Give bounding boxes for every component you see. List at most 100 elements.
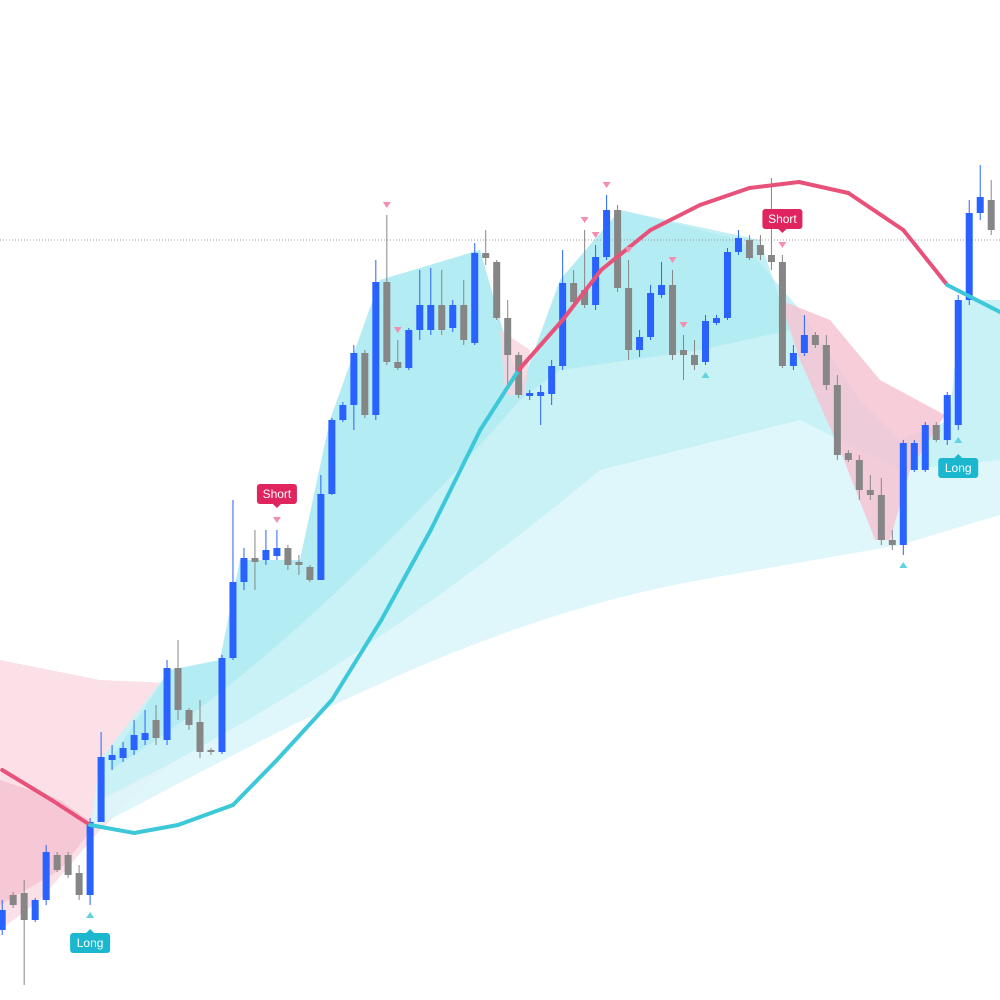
trend-segment xyxy=(428,428,483,532)
trend-segment xyxy=(0,768,54,802)
ribbon-band xyxy=(100,210,1000,800)
candle-body xyxy=(108,755,116,760)
candle-body xyxy=(734,238,742,252)
trend-segment xyxy=(132,823,181,835)
candle-body xyxy=(504,318,512,355)
long-signal xyxy=(954,437,963,443)
candle-body xyxy=(811,335,819,345)
candle-body xyxy=(526,393,534,396)
candle-body xyxy=(625,288,633,350)
short-signal xyxy=(679,322,688,328)
candle-body xyxy=(196,722,204,752)
signal-label-box xyxy=(938,458,979,478)
candle-body xyxy=(767,255,775,262)
candle-body xyxy=(97,757,105,822)
candle-body xyxy=(844,453,852,460)
candle-body xyxy=(548,366,556,394)
candle-body xyxy=(833,385,841,455)
trend-line xyxy=(0,180,1000,835)
candle-body xyxy=(592,257,600,305)
candle-body xyxy=(449,305,457,328)
candle-body xyxy=(460,305,468,340)
signal-label-box xyxy=(762,209,803,229)
signal-label: Short xyxy=(762,209,803,233)
trend-segment xyxy=(648,203,702,232)
candle-body xyxy=(383,282,391,362)
candle-body xyxy=(75,873,83,895)
candle-body xyxy=(756,245,764,255)
signal-label-text: Short xyxy=(768,212,797,226)
trend-segment xyxy=(698,186,752,207)
candle-body xyxy=(251,558,259,562)
candle-body xyxy=(778,262,786,366)
trend-segment xyxy=(901,228,950,287)
trend-segment xyxy=(599,228,653,272)
candle-body xyxy=(130,735,138,750)
candle-body xyxy=(691,355,699,365)
signals xyxy=(86,182,963,918)
long-signal xyxy=(899,562,908,568)
trend-segment xyxy=(796,180,851,195)
candle-body xyxy=(745,240,753,258)
candle-body xyxy=(515,355,523,395)
candle-body xyxy=(20,893,28,920)
candle-body xyxy=(262,550,270,560)
signal-label: Long xyxy=(70,929,111,953)
candle-body xyxy=(9,895,17,905)
candle-body xyxy=(53,855,61,870)
candle-body xyxy=(240,558,248,582)
ribbon-band xyxy=(90,210,1000,830)
trend-segment xyxy=(747,180,801,190)
candle-body xyxy=(306,567,314,580)
candle-body xyxy=(658,285,666,295)
candle-body xyxy=(207,750,215,752)
candle-body xyxy=(339,405,347,420)
signal-label-text: Short xyxy=(263,487,292,501)
candle-body xyxy=(229,582,237,658)
candle-body xyxy=(482,253,490,258)
short-signal xyxy=(624,247,633,253)
signal-label-text: Long xyxy=(945,461,972,475)
candle-body xyxy=(954,300,962,425)
candle-body xyxy=(427,305,435,330)
candle-body xyxy=(218,658,226,752)
short-signal xyxy=(580,217,589,223)
candle-body xyxy=(284,548,292,565)
signal-label: Short xyxy=(256,484,297,508)
trend-segment xyxy=(478,368,521,432)
signal-label: Long xyxy=(938,454,979,478)
trend-segment xyxy=(176,803,235,827)
candle-body xyxy=(0,910,6,930)
trend-segment xyxy=(88,823,137,835)
candle-body xyxy=(789,353,797,366)
candle-body xyxy=(976,197,984,213)
candle-body xyxy=(119,748,127,758)
long-signal xyxy=(701,372,710,378)
candle-body xyxy=(317,494,325,580)
candle-body xyxy=(899,443,907,545)
candle-body xyxy=(888,540,896,545)
trend-segment xyxy=(379,528,433,622)
candle-body xyxy=(372,282,380,415)
candle-body xyxy=(64,855,72,875)
candle-body xyxy=(174,668,182,710)
candle-body xyxy=(537,392,545,396)
short-signal xyxy=(591,232,600,238)
candle-body xyxy=(471,253,479,343)
short-signal xyxy=(778,242,787,248)
candle-body xyxy=(921,425,929,470)
candle-body xyxy=(866,490,874,495)
trend-segment xyxy=(516,318,565,372)
candle-body xyxy=(943,395,951,440)
candle-body xyxy=(636,337,644,350)
candle-body xyxy=(350,353,358,405)
candle-body xyxy=(295,562,303,565)
candle-body xyxy=(877,495,885,540)
signal-label-pointer xyxy=(86,929,95,933)
candle-body xyxy=(416,305,424,330)
candle-body xyxy=(965,213,973,300)
short-signal xyxy=(393,327,402,333)
candle-body xyxy=(910,443,918,470)
candle-body xyxy=(273,548,281,556)
